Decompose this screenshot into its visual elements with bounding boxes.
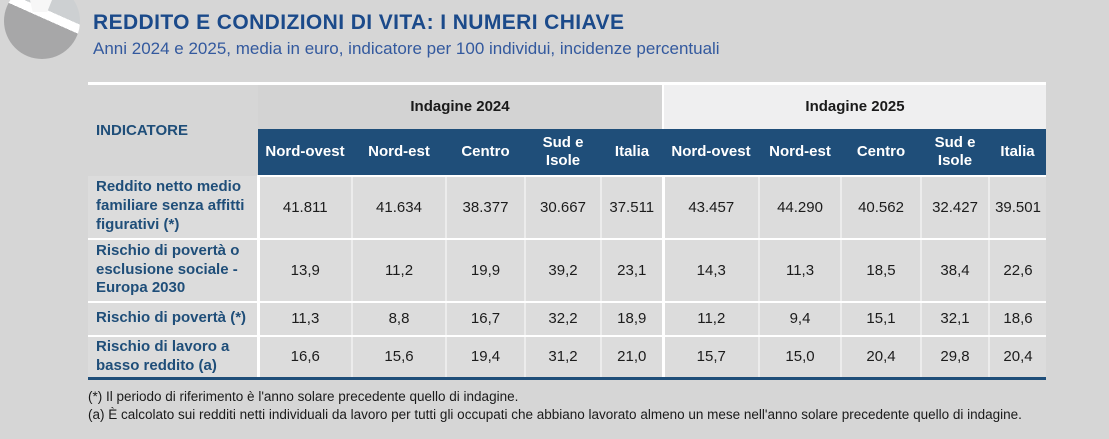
table-row: Rischio di povertà (*) 11,3 8,8 16,7 32,2 18,… [88, 301, 1047, 337]
value-cell: 44.290 [758, 175, 842, 240]
value-cell: 29,8 [920, 335, 990, 380]
region-column-header: Sud e Isole [525, 128, 601, 177]
value-cell: 30.667 [524, 175, 601, 240]
value-cell: 15,1 [840, 301, 922, 337]
value-cell: 37.511 [599, 175, 664, 240]
survey-2025-header: Indagine 2025 [662, 83, 1047, 129]
indicator-cell: Reddito netto medio familiare senza affi… [88, 175, 258, 240]
region-column-header: Italia [601, 128, 664, 177]
table-row: Rischio di povertà o esclusione sociale … [88, 238, 1047, 303]
indicator-cell: Rischio di lavoro a basso reddito (a) [88, 335, 258, 380]
value-cell: 8,8 [351, 301, 446, 337]
value-cell: 15,0 [758, 335, 842, 380]
value-cell: 20,4 [840, 335, 922, 380]
value-cell: 16,6 [256, 335, 352, 380]
value-cell: 18,6 [988, 301, 1047, 337]
indicator-cell: Rischio di povertà o esclusione sociale … [88, 238, 258, 303]
page-subtitle: Anni 2024 e 2025, media in euro, indicat… [93, 39, 720, 58]
value-cell: 40.562 [840, 175, 922, 240]
pie-chart-logo-notch [30, 0, 52, 12]
value-cell: 13,9 [256, 238, 352, 303]
value-cell: 19,9 [445, 238, 525, 303]
value-cell: 32.427 [920, 175, 990, 240]
footnotes: (*) Il periodo di riferimento è l'anno s… [88, 388, 1046, 424]
value-cell: 11,2 [661, 301, 760, 337]
page-title: REDDITO E CONDIZIONI DI VITA: I NUMERI C… [93, 11, 625, 34]
key-numbers-table: INDICATORE Indagine 2024 Indagine 2025 Nord… [88, 82, 1047, 380]
value-cell: 16,7 [445, 301, 525, 337]
value-cell: 32,1 [920, 301, 990, 337]
value-cell: 43.457 [661, 175, 760, 240]
region-column-header: Nord-est [759, 128, 842, 177]
value-cell: 21,0 [599, 335, 664, 380]
value-cell: 41.811 [256, 175, 352, 240]
value-cell: 22,6 [988, 238, 1047, 303]
value-cell: 18,9 [599, 301, 664, 337]
value-cell: 41.634 [351, 175, 446, 240]
value-cell: 15,6 [351, 335, 446, 380]
value-cell: 39,2 [524, 238, 601, 303]
value-cell: 23,1 [599, 238, 664, 303]
region-column-header: Sud e Isole [921, 128, 990, 177]
value-cell: 19,4 [445, 335, 525, 380]
value-cell: 38,4 [920, 238, 990, 303]
value-cell: 11,3 [758, 238, 842, 303]
region-column-header: Nord-est [352, 128, 446, 177]
value-cell: 11,2 [351, 238, 446, 303]
value-cell: 39.501 [988, 175, 1047, 240]
region-column-header: Italia [989, 128, 1047, 177]
value-cell: 20,4 [988, 335, 1047, 380]
table-wrapper: INDICATORE Indagine 2024 Indagine 2025 Nord… [88, 82, 1047, 380]
value-cell: 31,2 [524, 335, 601, 380]
header-row-surveys: INDICATORE Indagine 2024 Indagine 2025 [88, 83, 1047, 139]
header-row-regions: Nord-ovest Nord-est Centro Sud e Isole Itali… [88, 128, 1047, 177]
value-cell: 14,3 [661, 238, 760, 303]
table-row: Reddito netto medio familiare senza affi… [88, 175, 1047, 240]
footnote: (*) Il periodo di riferimento è l'anno s… [88, 389, 519, 404]
value-cell: 38.377 [445, 175, 525, 240]
table-row: Rischio di lavoro a basso reddito (a) 16,… [88, 335, 1047, 380]
region-column-header: Nord-ovest [258, 128, 352, 177]
region-column-header: Centro [446, 128, 525, 177]
table-body: Reddito netto medio familiare senza affi… [88, 175, 1047, 380]
value-cell: 11,3 [256, 301, 352, 337]
region-column-header: Nord-ovest [663, 128, 760, 177]
region-column-header: Centro [841, 128, 922, 177]
value-cell: 18,5 [840, 238, 922, 303]
footnote: (a) È calcolato sui redditi netti indivi… [88, 406, 1022, 422]
survey-2024-header: Indagine 2024 [258, 83, 664, 129]
table-corner-header: INDICATORE [96, 121, 188, 139]
indicator-cell: Rischio di povertà (*) [88, 301, 258, 337]
value-cell: 9,4 [758, 301, 842, 337]
table-head: INDICATORE Indagine 2024 Indagine 2025 Nord… [88, 83, 1047, 177]
value-cell: 32,2 [524, 301, 601, 337]
value-cell: 15,7 [661, 335, 760, 380]
